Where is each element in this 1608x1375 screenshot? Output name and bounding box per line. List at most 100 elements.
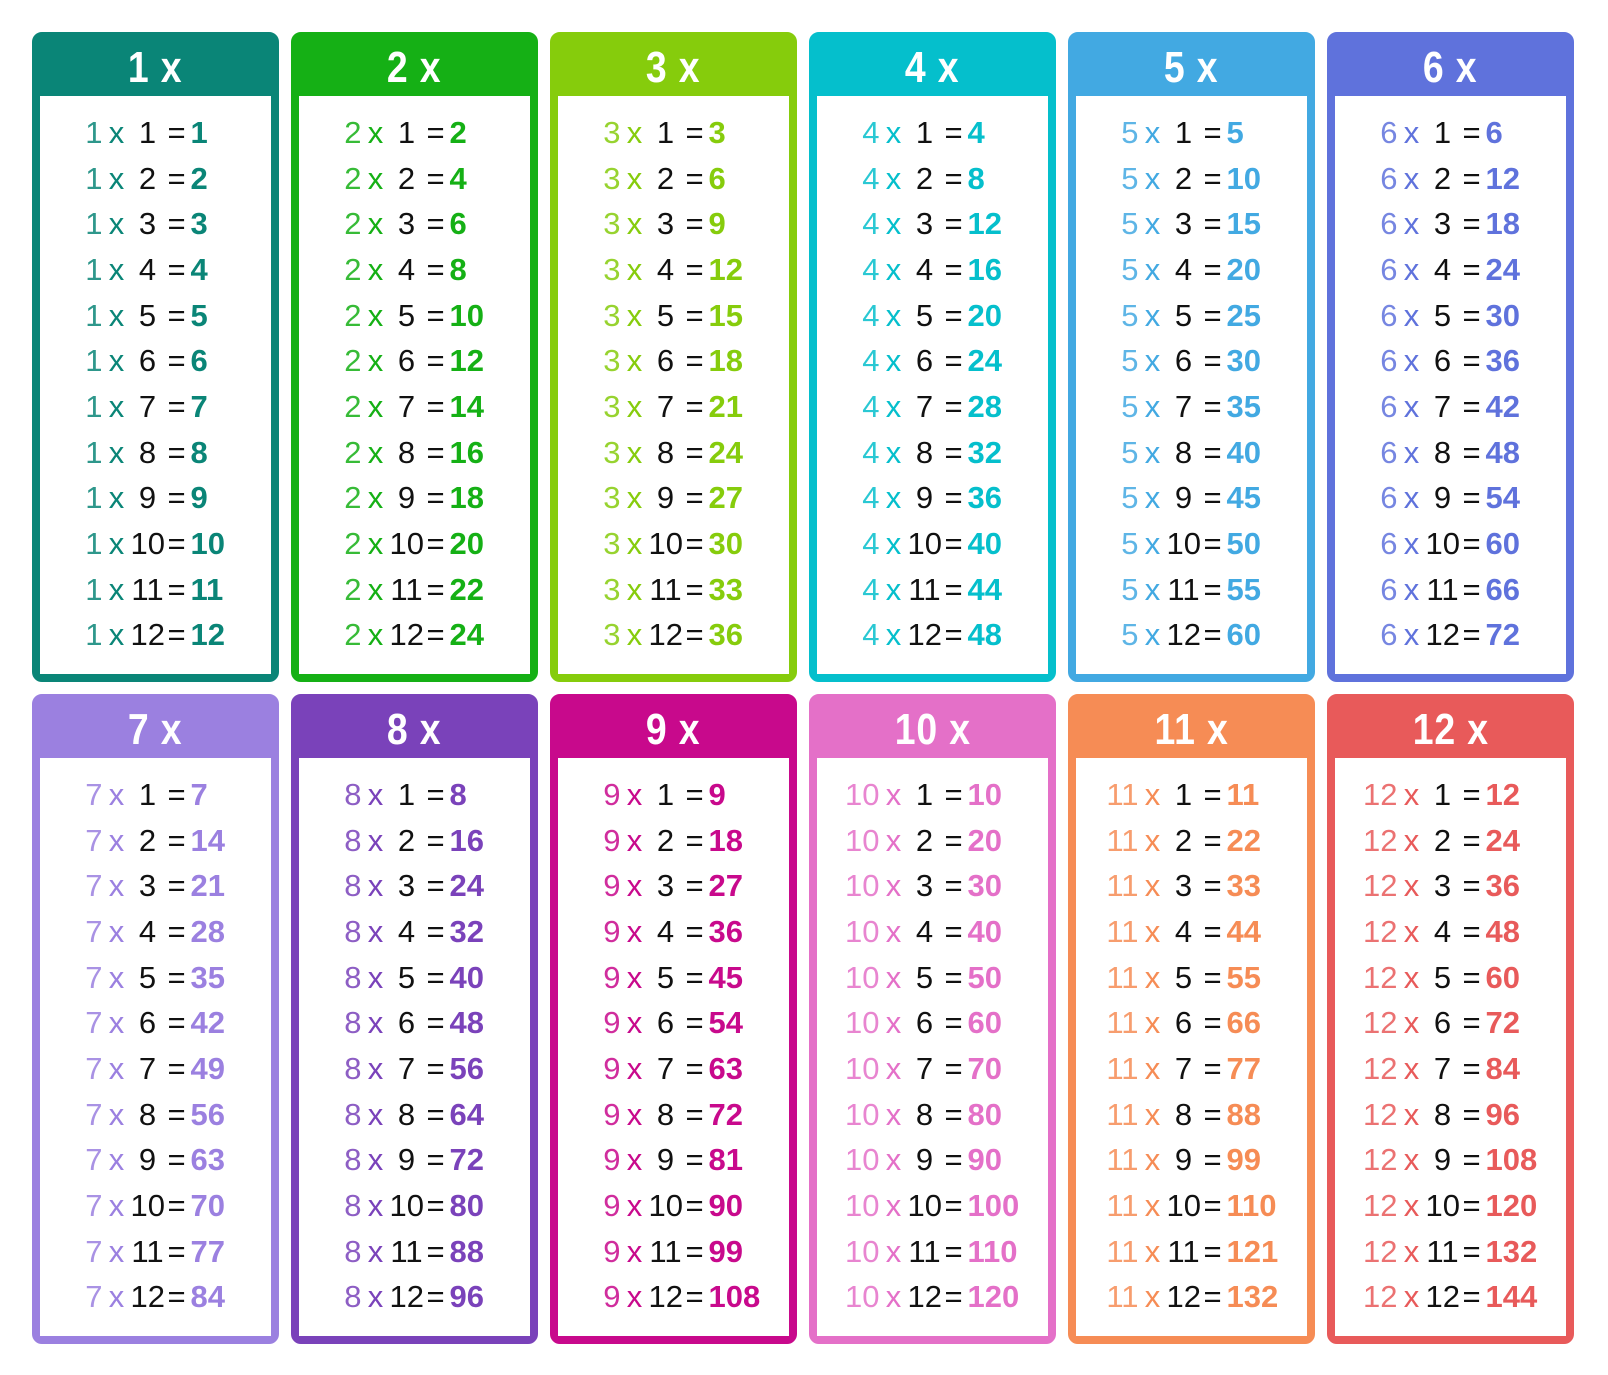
equals-sign: =: [426, 822, 445, 858]
product: 36: [967, 480, 1002, 516]
product: 132: [1226, 1279, 1279, 1315]
multiplier: 7: [397, 388, 416, 424]
equation-row: 5 x 4 = 20: [1076, 247, 1307, 293]
equals-sign: =: [426, 1188, 445, 1224]
equals-sign: =: [1462, 1233, 1481, 1269]
product: 44: [1226, 913, 1261, 949]
equals-sign: =: [685, 343, 704, 379]
factor: 4: [862, 617, 880, 653]
equation-row: 4 x 9 = 36: [817, 476, 1048, 522]
factor: 10: [845, 868, 880, 904]
equals-sign: =: [1462, 388, 1481, 424]
multiplier: 5: [1174, 959, 1193, 995]
multiplier: 6: [915, 1005, 934, 1041]
product: 63: [708, 1050, 743, 1086]
equals-sign: =: [426, 1050, 445, 1086]
times-sign: x: [1403, 206, 1420, 242]
times-sign: x: [108, 1142, 125, 1178]
product: 36: [708, 913, 743, 949]
equals-sign: =: [426, 526, 445, 562]
multiplier: 10: [648, 526, 683, 562]
product: 1: [190, 114, 208, 150]
times-sign: x: [1403, 480, 1420, 516]
times-sign: x: [1403, 868, 1420, 904]
equals-sign: =: [944, 206, 963, 242]
equation-row: 4 x 11 = 44: [817, 567, 1048, 613]
factor: 4: [862, 571, 880, 607]
product: 28: [190, 913, 225, 949]
product: 14: [449, 388, 484, 424]
times-sign: x: [367, 1005, 384, 1041]
equation-row: 9 x 8 = 72: [558, 1092, 789, 1138]
multiplier: 6: [656, 343, 675, 379]
equation-row: 8 x 1 = 8: [299, 772, 530, 818]
times-sign: x: [626, 1188, 643, 1224]
equation-row: 3 x 4 = 12: [558, 247, 789, 293]
multiplier: 10: [130, 526, 165, 562]
multiplier: 8: [656, 434, 675, 470]
equals-sign: =: [685, 251, 704, 287]
times-sign: x: [885, 1142, 902, 1178]
equation-row: 10 x 7 = 70: [817, 1046, 1048, 1092]
product: 55: [1226, 571, 1261, 607]
product: 5: [1226, 114, 1244, 150]
product: 15: [1226, 206, 1261, 242]
factor: 9: [603, 959, 621, 995]
multiplier: 8: [1174, 434, 1193, 470]
times-sign: x: [367, 868, 384, 904]
product: 4: [967, 114, 985, 150]
product: 72: [449, 1142, 484, 1178]
product: 77: [190, 1233, 225, 1269]
equation-row: 12 x 9 = 108: [1335, 1138, 1566, 1184]
multiplier: 3: [1433, 868, 1452, 904]
multiplier: 11: [131, 1233, 164, 1269]
multiplier: 1: [1174, 776, 1193, 812]
equals-sign: =: [426, 388, 445, 424]
multiplier: 8: [1174, 1096, 1193, 1132]
multiplier: 7: [1174, 388, 1193, 424]
factor: 3: [603, 114, 621, 150]
product: 88: [449, 1233, 484, 1269]
equals-sign: =: [167, 776, 186, 812]
multiplier: 10: [389, 1188, 424, 1224]
factor: 9: [603, 822, 621, 858]
times-sign: x: [108, 1050, 125, 1086]
multiplier: 10: [907, 1188, 942, 1224]
times-sign: x: [367, 1096, 384, 1132]
equals-sign: =: [1462, 868, 1481, 904]
equation-row: 3 x 5 = 15: [558, 293, 789, 339]
table-title: 1 x: [128, 43, 183, 92]
times-sign: x: [1403, 434, 1420, 470]
times-sign: x: [367, 959, 384, 995]
times-sign: x: [108, 1233, 125, 1269]
times-sign: x: [108, 913, 125, 949]
equals-sign: =: [1203, 251, 1222, 287]
product: 7: [190, 388, 208, 424]
times-sign: x: [108, 160, 125, 196]
factor: 9: [603, 1233, 621, 1269]
equals-sign: =: [685, 160, 704, 196]
multiplier: 12: [389, 1279, 424, 1315]
multiplier: 12: [1166, 617, 1201, 653]
product: 36: [1485, 343, 1520, 379]
times-sign: x: [626, 114, 643, 150]
multiplier: 8: [915, 1096, 934, 1132]
multiplier: 8: [138, 1096, 157, 1132]
equation-row: 10 x 11 = 110: [817, 1229, 1048, 1275]
factor: 11: [1106, 913, 1139, 949]
multiplier: 5: [1174, 297, 1193, 333]
equation-row: 6 x 1 = 6: [1335, 110, 1566, 156]
equals-sign: =: [167, 959, 186, 995]
equals-sign: =: [167, 1188, 186, 1224]
factor: 3: [603, 206, 621, 242]
equals-sign: =: [426, 1096, 445, 1132]
times-table-card: 4 x 4 x 1 = 4 4 x 2 = 8 4 x 3 = 12 4 x 4 = 16 4 x 5 = 20 4 x 6 = 24 4 x 7…: [809, 32, 1056, 682]
multiplier: 9: [1433, 1142, 1452, 1178]
equation-row: 11 x 2 = 22: [1076, 818, 1307, 864]
times-sign: x: [626, 206, 643, 242]
factor: 1: [85, 297, 103, 333]
factor: 12: [1363, 868, 1398, 904]
times-sign: x: [1403, 913, 1420, 949]
product: 32: [449, 913, 484, 949]
multiplier: 6: [656, 1005, 675, 1041]
